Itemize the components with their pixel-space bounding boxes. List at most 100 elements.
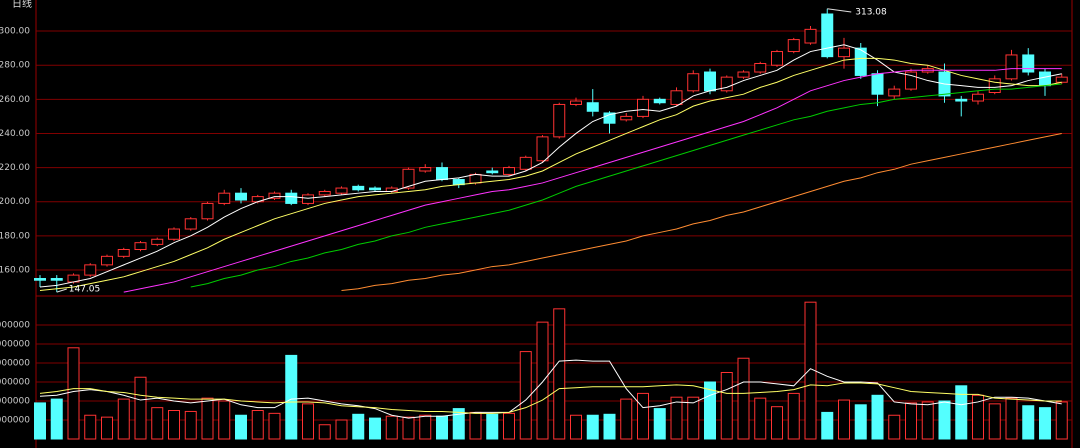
volume-bar xyxy=(519,351,532,440)
volume-bar xyxy=(570,414,582,440)
candle-body xyxy=(335,187,348,194)
volume-bar xyxy=(737,357,750,440)
volume-bar xyxy=(620,398,633,440)
candle-body xyxy=(151,238,164,245)
y-tick-label: 300.00 xyxy=(0,27,30,37)
volume-bar xyxy=(720,371,733,440)
volume-bar xyxy=(804,301,817,440)
volume-bar xyxy=(536,321,549,440)
ma-line xyxy=(39,382,1062,414)
candle-body xyxy=(787,39,800,53)
volume-bar xyxy=(469,411,482,440)
candle-body xyxy=(302,194,314,204)
volume-bar xyxy=(151,407,164,440)
volume-bar xyxy=(268,412,281,440)
candle-body xyxy=(419,167,432,172)
volume-bar xyxy=(302,403,314,440)
y-tick-label: 280.00 xyxy=(0,61,30,71)
y-tick-label: 240.00 xyxy=(0,129,30,139)
candle-body xyxy=(955,98,968,102)
annotation-pointer xyxy=(827,8,852,13)
candle-body xyxy=(821,13,834,58)
volume-bar xyxy=(1055,401,1068,440)
candle-body xyxy=(50,278,63,281)
candle-body xyxy=(1055,76,1068,83)
volume-bar xyxy=(1022,405,1035,440)
candle-body xyxy=(720,76,733,92)
candle-body xyxy=(218,192,231,204)
candle-body xyxy=(201,202,214,220)
candle-body xyxy=(503,167,515,175)
candle-body xyxy=(285,192,298,204)
volume-bar xyxy=(704,381,716,440)
volume-bar xyxy=(821,411,834,440)
volume-bar xyxy=(235,414,247,440)
ma-line xyxy=(190,83,1062,288)
volume-tick-label: 6000000 xyxy=(0,377,30,387)
volume-bar xyxy=(888,414,901,440)
volume-bar xyxy=(436,415,448,440)
volume-bar xyxy=(972,394,984,440)
volume-bar xyxy=(352,413,365,440)
candle-body xyxy=(586,102,599,112)
candle-body xyxy=(603,112,616,124)
candle-body xyxy=(804,28,817,44)
volume-bar xyxy=(921,401,934,440)
volume-bar xyxy=(586,414,599,440)
volume-bar xyxy=(251,409,264,440)
volume-bar xyxy=(787,392,800,440)
candle-body xyxy=(553,103,566,138)
ma-line xyxy=(39,57,1062,291)
annotation-pointer xyxy=(56,288,67,293)
candle-body xyxy=(369,187,381,191)
volume-bar xyxy=(34,402,46,440)
y-tick-label: 200.00 xyxy=(0,197,30,207)
volume-bar xyxy=(653,408,666,440)
volume-tick-label: 2000000 xyxy=(0,415,30,425)
volume-bar xyxy=(687,396,700,440)
volume-bar xyxy=(385,415,398,440)
volume-bar xyxy=(184,410,197,440)
candle-body xyxy=(536,136,549,162)
volume-tick-label: 8000000 xyxy=(0,358,30,368)
volume-bar xyxy=(871,394,884,440)
volume-bar xyxy=(938,400,951,440)
candle-body xyxy=(117,249,130,257)
volume-bar xyxy=(452,408,465,440)
candle-body xyxy=(184,218,197,230)
volume-bar xyxy=(402,416,415,440)
candle-body xyxy=(871,73,884,95)
volume-bar xyxy=(486,413,499,440)
candle-body xyxy=(988,78,1001,93)
candle-body xyxy=(101,255,113,266)
candle-body xyxy=(704,71,716,92)
chart-title: 日线 xyxy=(12,0,32,10)
candle-body xyxy=(168,228,180,240)
candle-body xyxy=(1039,71,1051,87)
candle-body xyxy=(754,62,767,73)
volume-bar xyxy=(603,413,616,440)
volume-bar xyxy=(50,398,63,440)
candle-body xyxy=(670,90,683,105)
volume-bar xyxy=(553,308,566,440)
candle-body xyxy=(134,242,147,251)
candle-body xyxy=(486,170,499,174)
ma-line xyxy=(39,359,1062,419)
volume-bar xyxy=(754,397,767,440)
candle-body xyxy=(687,73,700,92)
candle-body xyxy=(519,156,532,170)
volume-bar xyxy=(503,412,515,440)
volume-bar xyxy=(318,424,331,440)
candle-body xyxy=(972,93,984,102)
y-tick-label: 260.00 xyxy=(0,95,30,105)
volume-bar xyxy=(670,396,683,440)
annotation: 313.08 xyxy=(855,8,887,18)
volume-bar xyxy=(854,404,867,440)
volume-bar xyxy=(369,417,381,440)
volume-bar xyxy=(218,400,231,440)
candle-body xyxy=(34,278,46,281)
candle-body xyxy=(235,192,247,201)
volume-bar xyxy=(955,385,968,440)
candle-body xyxy=(84,264,97,276)
